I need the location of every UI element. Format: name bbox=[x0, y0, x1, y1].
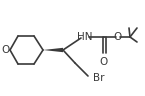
Text: O: O bbox=[114, 32, 122, 42]
Text: Br: Br bbox=[93, 73, 105, 83]
Text: O: O bbox=[100, 57, 108, 67]
Polygon shape bbox=[43, 48, 63, 52]
Text: HN: HN bbox=[77, 32, 93, 42]
Text: O: O bbox=[2, 45, 10, 55]
